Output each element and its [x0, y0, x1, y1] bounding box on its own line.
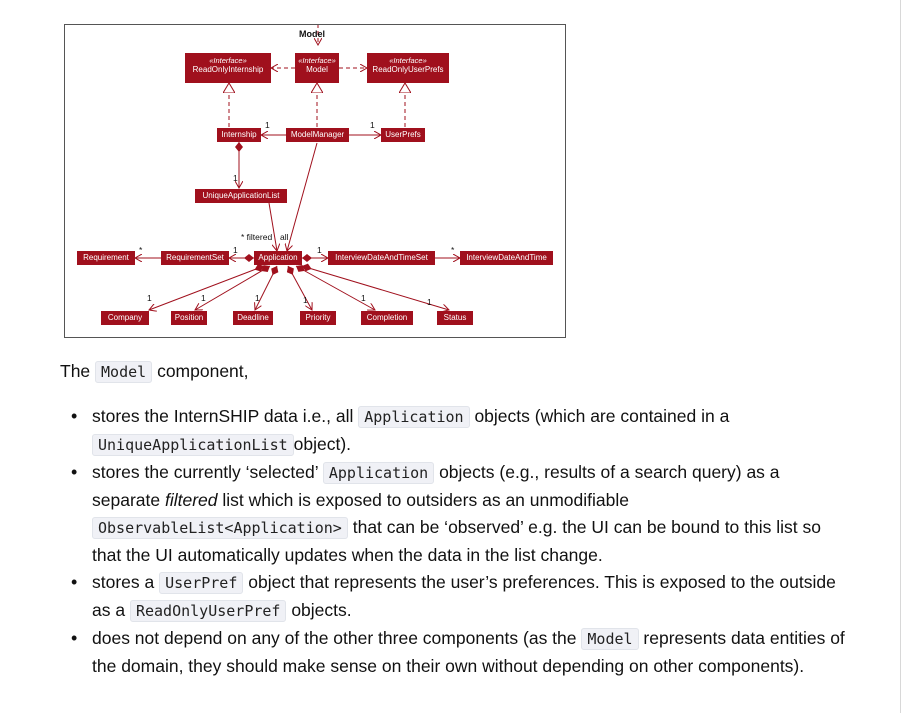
inline-code: UniqueApplicationList — [92, 434, 294, 456]
bullet-text: stores a — [92, 572, 155, 592]
list-item: stores a UserPref object that represents… — [60, 569, 850, 625]
inline-code: UserPref — [159, 572, 244, 594]
multiplicity-label: * — [139, 245, 143, 255]
inline-code: Model — [581, 628, 639, 650]
readonly-internship-interface: «Interface» ReadOnlyInternship — [185, 53, 271, 83]
deadline-class: Deadline — [233, 311, 273, 325]
model-interface: «Interface» Model — [295, 53, 339, 83]
bullet-text: stores the currently ‘selected’ — [92, 462, 318, 482]
multiplicity-label: 1 — [201, 293, 206, 303]
multiplicity-label: 1 — [233, 245, 238, 255]
stereotype-label: «Interface» — [389, 56, 427, 65]
bullet-text: that can be ‘observed’ e.g. the UI can b… — [92, 517, 821, 565]
multiplicity-label: 1 — [370, 120, 375, 130]
stereotype-label: «Interface» — [209, 56, 247, 65]
user-prefs-class: UserPrefs — [381, 128, 425, 142]
bullet-text: list which is exposed to outsiders as an… — [222, 490, 630, 510]
interface-name: ReadOnlyUserPrefs — [372, 65, 444, 74]
package-label: Model — [299, 29, 325, 39]
interface-name: ReadOnlyInternship — [192, 65, 264, 74]
bullet-text: does not depend on any of the other thre… — [92, 628, 577, 648]
bullet-text: represents data entities of the domain, … — [92, 628, 845, 676]
list-item: does not depend on any of the other thre… — [60, 625, 850, 680]
completion-class: Completion — [361, 311, 413, 325]
intro-paragraph: The Model component, — [60, 358, 860, 386]
model-class-diagram: Model «Interface» ReadOnlyInternship «In… — [64, 24, 566, 338]
internship-class: Internship — [217, 128, 261, 142]
priority-class: Priority — [300, 311, 336, 325]
multiplicity-label: 1 — [265, 120, 270, 130]
all-label: all — [280, 232, 289, 242]
interface-name: Model — [306, 65, 328, 74]
multiplicity-label: 1 — [317, 245, 322, 255]
multiplicity-label: 1 — [427, 297, 432, 307]
model-manager-class: ModelManager — [286, 128, 349, 142]
bullet-text: objects (e.g., results of a search query… — [92, 462, 780, 510]
interview-set-class: InterviewDateAndTimeSet — [328, 251, 435, 265]
status-class: Status — [437, 311, 473, 325]
bullet-text: stores the InternSHIP data i.e., all — [92, 406, 354, 426]
multiplicity-label: * — [451, 245, 455, 255]
multiplicity-label: 1 — [303, 295, 308, 305]
readonly-userprefs-interface: «Interface» ReadOnlyUserPrefs — [367, 53, 449, 83]
intro-text: The — [60, 361, 91, 381]
interview-class: InterviewDateAndTime — [460, 251, 553, 265]
emphasis-text: filtered — [164, 490, 218, 510]
company-class: Company — [101, 311, 149, 325]
responsibility-list: stores the InternSHIP data i.e., all App… — [60, 403, 850, 680]
bullet-text: objects (which are contained in a — [474, 406, 730, 426]
requirement-class: Requirement — [77, 251, 135, 265]
multiplicity-label: 1 — [147, 293, 152, 303]
inline-code: ReadOnlyUserPref — [129, 600, 287, 622]
inline-code: Application — [322, 462, 435, 484]
multiplicity-label: 1 — [361, 293, 366, 303]
intro-text: component, — [157, 361, 249, 381]
requirement-set-class: RequirementSet — [161, 251, 229, 265]
unique-application-list-class: UniqueApplicationList — [195, 189, 287, 203]
bullet-text: objects. — [291, 600, 352, 620]
list-item: stores the InternSHIP data i.e., all App… — [60, 403, 850, 459]
multiplicity-label: 1 — [255, 293, 260, 303]
position-class: Position — [171, 311, 207, 325]
application-class: Application — [254, 251, 302, 265]
inline-code: Model — [95, 361, 153, 383]
diagram-connectors — [65, 25, 567, 339]
bullet-text: object). — [293, 434, 352, 454]
list-item: stores the currently ‘selected’ Applicat… — [60, 459, 850, 569]
filtered-label: * filtered — [241, 232, 273, 242]
bullet-text: object that represents the user’s prefer… — [92, 572, 836, 620]
stereotype-label: «Interface» — [298, 56, 336, 65]
inline-code: ObservableList<Application> — [92, 517, 348, 539]
inline-code: Application — [358, 406, 470, 428]
multiplicity-label: 1 — [233, 173, 238, 183]
